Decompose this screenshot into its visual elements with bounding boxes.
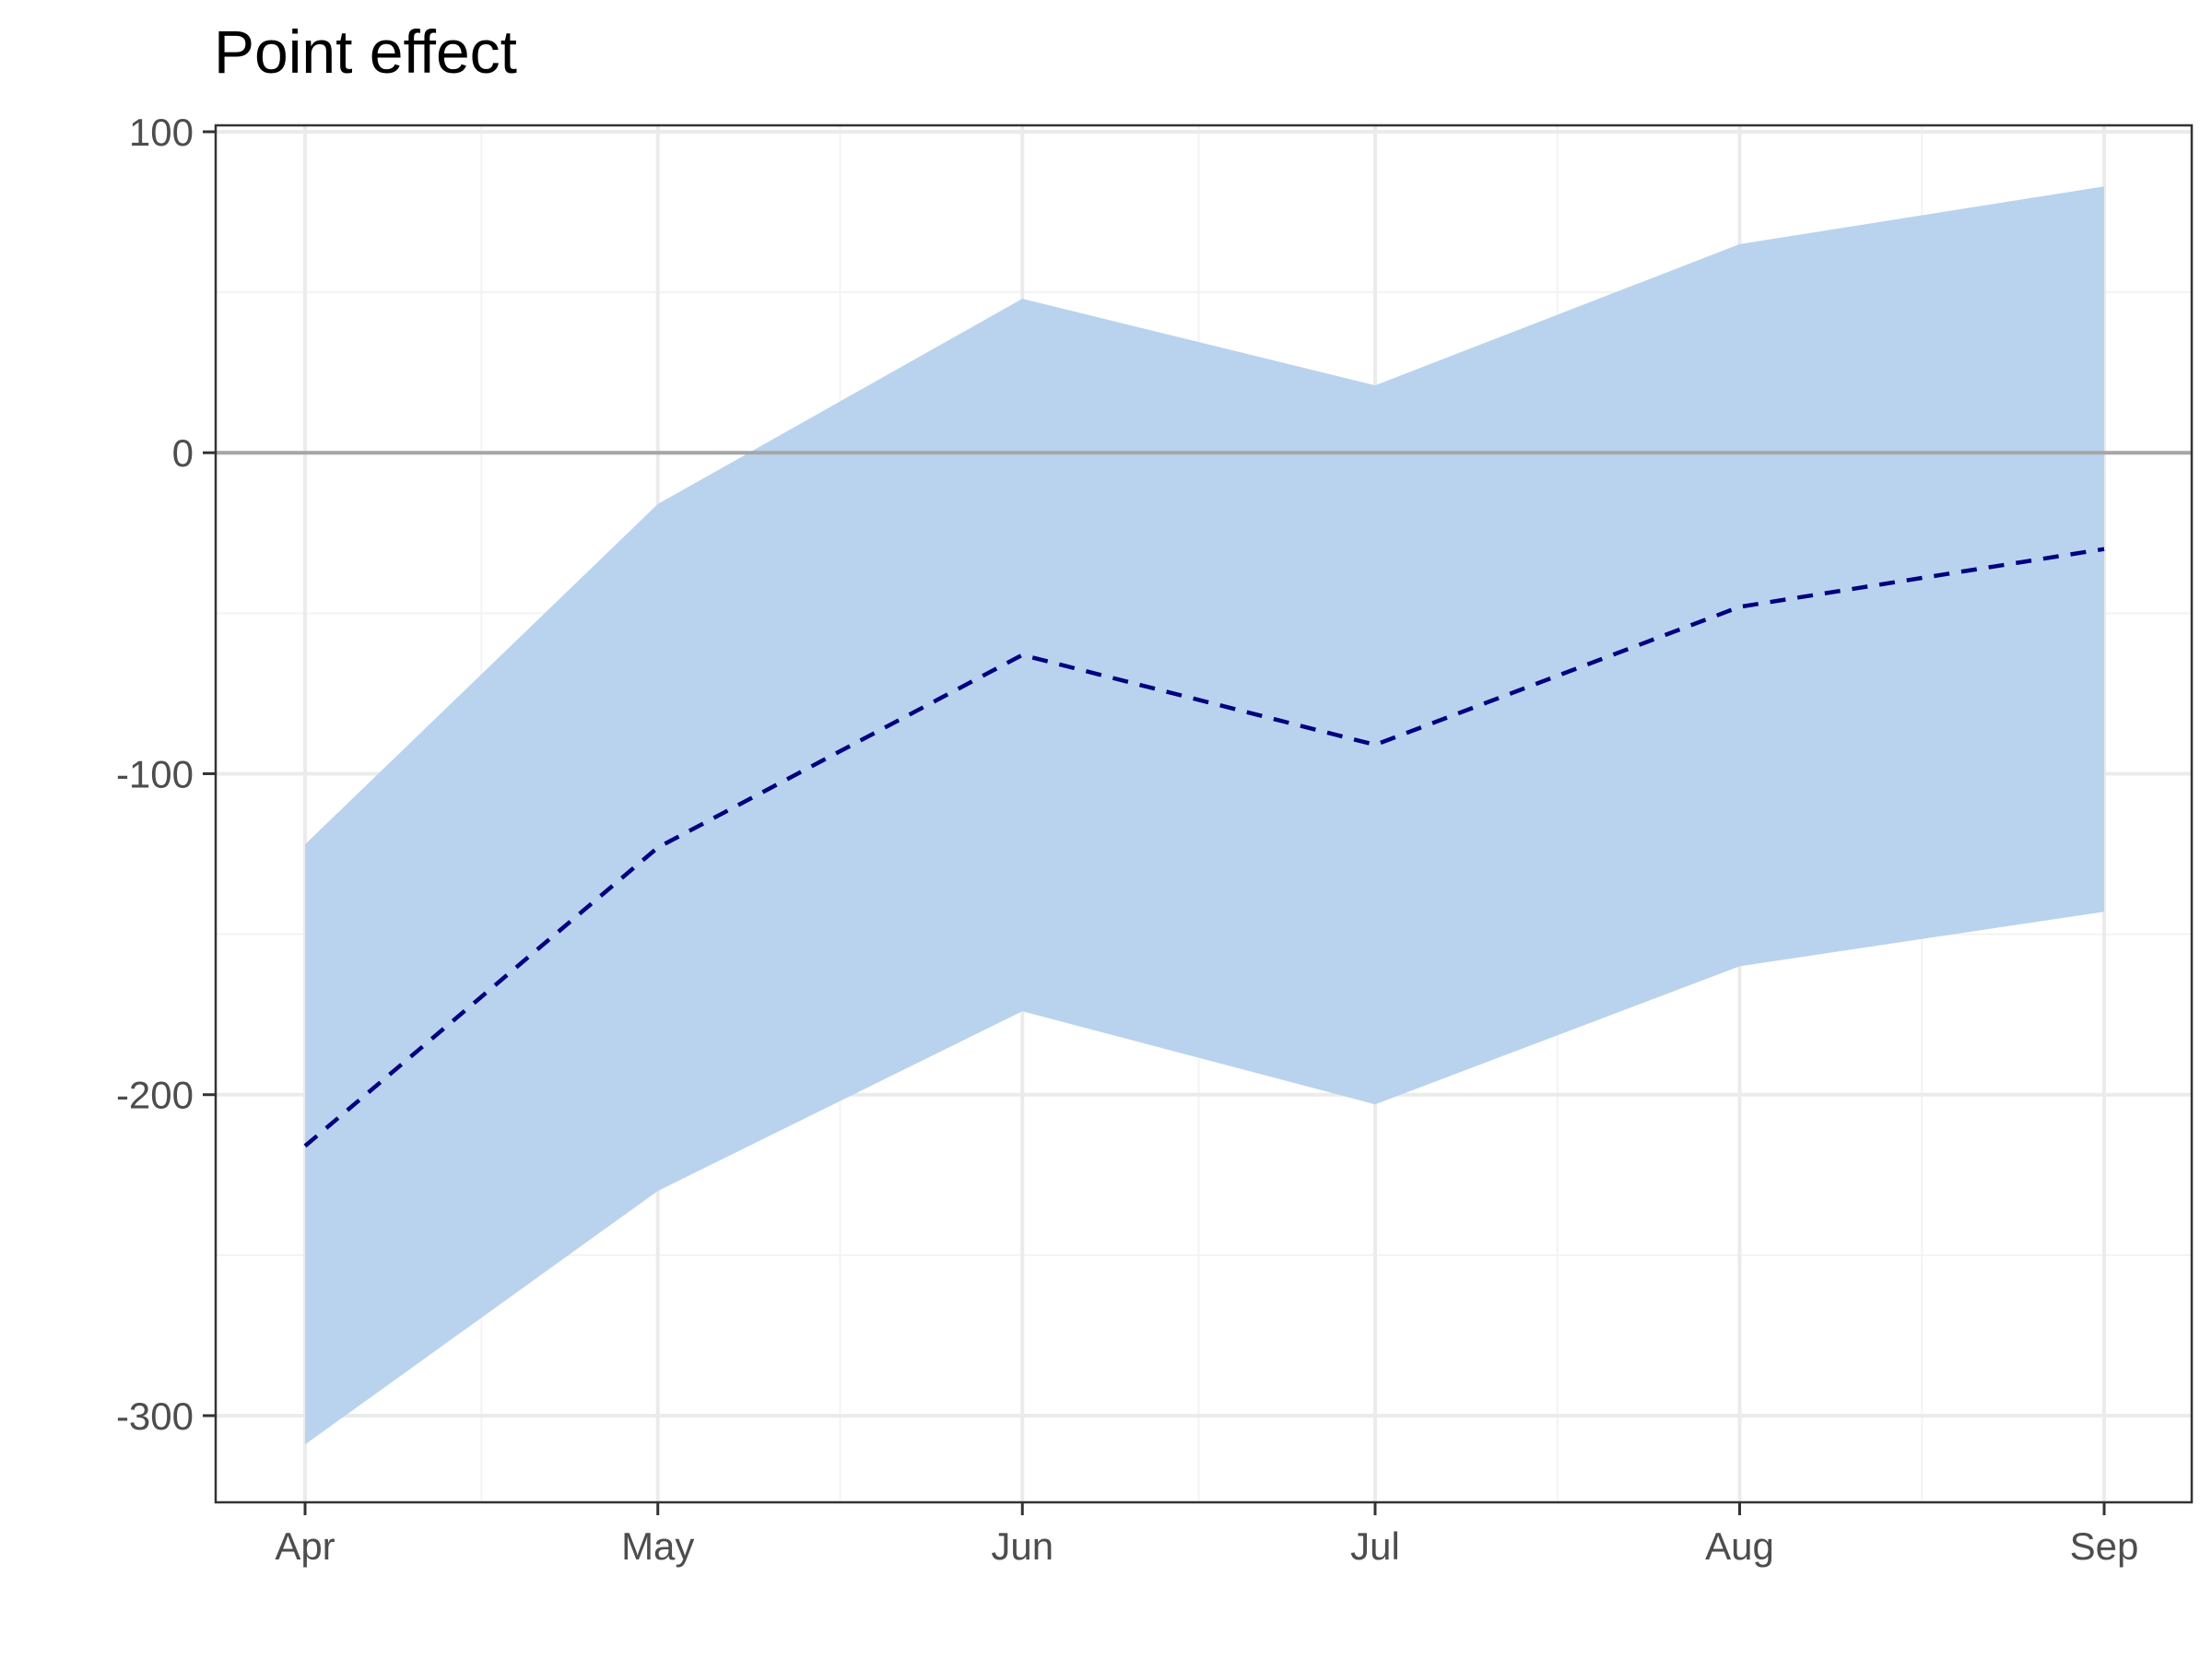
interval-band [305, 186, 2104, 1445]
x-tick-label: Apr [275, 1524, 335, 1568]
x-tick-label: Jun [991, 1524, 1053, 1568]
x-tick-label: Sep [2070, 1524, 2139, 1568]
chart-title: Point effect [214, 18, 518, 86]
frame-layer [214, 124, 2194, 1504]
point-effect-line [303, 547, 2105, 1148]
band-layer [305, 186, 2104, 1445]
x-tick-label: May [621, 1524, 694, 1568]
line-layer [303, 547, 2105, 1148]
y-tick-label: 100 [129, 111, 194, 154]
y-tick-label: -100 [116, 752, 194, 795]
y-tick-label: -200 [116, 1074, 194, 1117]
x-tick-label: Aug [1705, 1524, 1774, 1568]
y-tick-label: 0 [172, 431, 194, 475]
x-tick-label: Jul [1350, 1524, 1400, 1568]
y-tick-label: -300 [116, 1394, 194, 1438]
panel-border [214, 124, 2194, 1504]
axis-layer: 100 0 -100 -200 -300 Apr May Jun Jul Aug Sep [116, 111, 2138, 1568]
